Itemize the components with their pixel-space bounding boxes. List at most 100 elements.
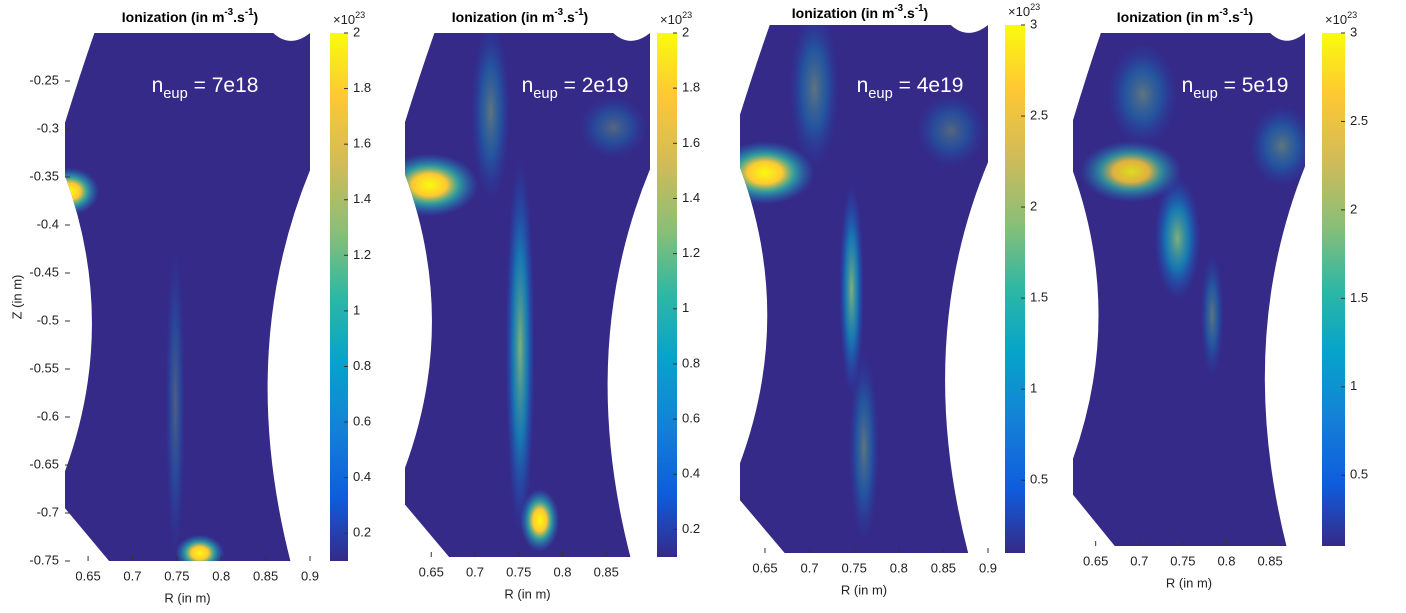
text-part: n [1182,74,1194,97]
text-part: 23 [355,10,365,20]
x-tick-label: 0.9 [301,568,319,583]
x-tick-label: 0.8 [553,564,571,579]
field-feature [175,534,225,561]
x-axis-label: R (in m) [1166,575,1212,590]
annotation: neup = 2e19 [522,74,629,102]
colorbar-multiplier: ×1023 [660,10,692,27]
x-tick-label: 0.8 [1217,553,1235,568]
colorbar-tick-label: 0.2 [682,521,700,536]
chart-title: Ionization (in m-3.s-1) [792,3,928,21]
text-part: ×10 [660,12,682,27]
colorbar [657,33,677,557]
colorbar-tick-label: 0.6 [682,411,700,426]
x-tick-label: 0.8 [212,568,230,583]
y-tick-label: -0.4 [37,216,59,231]
colorbar-tick-label: 0.4 [682,466,700,481]
colorbar-tick-label: 1.4 [353,191,371,206]
x-tick-label: 0.85 [1257,553,1282,568]
colorbar-tick-label: 1 [1030,381,1037,396]
x-tick-label: 0.85 [253,568,278,583]
text-part: .s [903,5,915,21]
colorbar-tick-label: 1 [1350,378,1357,393]
colorbar-tick-label: 0.2 [353,525,371,540]
x-tick-label: 0.7 [801,560,819,575]
annotation: neup = 4e19 [857,74,964,102]
text-part: -3 [1219,7,1228,18]
colorbar-tick-label: 3 [1350,24,1357,39]
annotation: neup = 7e18 [152,74,259,102]
text-part: ) [254,9,259,25]
colorbar-tick-label: 1.5 [1350,290,1368,305]
domain [65,33,310,561]
colorbar-tick-label: 1.6 [353,136,371,151]
y-tick-label: -0.75 [29,552,59,567]
field-feature [1107,43,1178,146]
field-feature [1249,104,1305,187]
text-part: .s [233,9,245,25]
y-tick-label: -0.6 [37,408,59,423]
colorbar-tick-label: 0.4 [353,469,371,484]
x-tick-label: 0.7 [123,568,141,583]
text-part: ) [924,5,929,21]
text-part: -1 [245,7,254,18]
text-part: n [152,74,164,97]
text-part: -3 [224,7,233,18]
colorbar-tick-label: 2.5 [1030,107,1048,122]
colorbar-tick-label: 1.4 [682,190,700,205]
text-part: = 7e18 [188,74,259,97]
chart-title: Ionization (in m-3.s-1) [452,7,588,25]
annotation: neup = 5e19 [1182,74,1289,102]
text-part: 23 [682,10,692,20]
text-part: n [857,74,869,97]
colorbar-tick-label: 1.8 [353,80,371,95]
field-feature [471,33,511,201]
x-tick-label: 0.75 [842,560,867,575]
colorbar-tick-label: 1 [353,302,360,317]
field-feature [789,25,840,168]
text-part: ×10 [1325,12,1347,27]
text-part: eup [868,86,893,102]
text-part: .s [563,9,575,25]
x-tick-label: 0.65 [419,564,444,579]
text-part: = 2e19 [558,74,629,97]
field [405,33,648,552]
text-part: ) [1249,9,1254,25]
colorbar-tick-label: 0.8 [682,355,700,370]
x-tick-label: 0.85 [594,564,619,579]
colorbar-tick-label: 0.5 [1350,467,1368,482]
text-part: -1 [1240,7,1249,18]
field-feature [916,93,986,168]
x-tick-label: 0.65 [752,560,777,575]
x-axis-label: R (in m) [504,586,550,601]
colorbar-tick-label: 0.6 [353,413,371,428]
text-part: 23 [1347,10,1357,20]
x-tick-label: 0.7 [1130,553,1148,568]
text-part: -3 [894,3,903,14]
colorbar-multiplier: ×1023 [333,10,365,27]
colorbar-tick-label: 1.8 [682,80,700,95]
text-part: ×10 [1008,4,1030,19]
colorbar-tick-label: 0.5 [1030,472,1048,487]
text-part: eup [533,86,558,102]
x-axis-label: R (in m) [841,582,887,597]
text-part: = 4e19 [893,74,964,97]
field-feature [1079,140,1183,203]
colorbar [1322,33,1345,546]
text-part: -1 [915,3,924,14]
text-part: .s [1228,9,1240,25]
text-part: -3 [554,7,563,18]
colorbar [330,33,348,561]
colorbar-tick-label: 1 [682,300,689,315]
x-tick-label: 0.85 [931,560,956,575]
colorbar-tick-label: 1.6 [682,135,700,150]
colorbar-tick-label: 0.8 [353,358,371,373]
x-tick-label: 0.8 [890,560,908,575]
colorbar-tick-label: 1.2 [682,245,700,260]
field-feature [405,153,479,217]
x-tick-label: 0.9 [979,560,997,575]
y-tick-label: -0.3 [37,120,59,135]
field-feature [578,95,648,159]
text-part: Ionization (in m [452,9,555,25]
text-part: n [522,74,534,97]
